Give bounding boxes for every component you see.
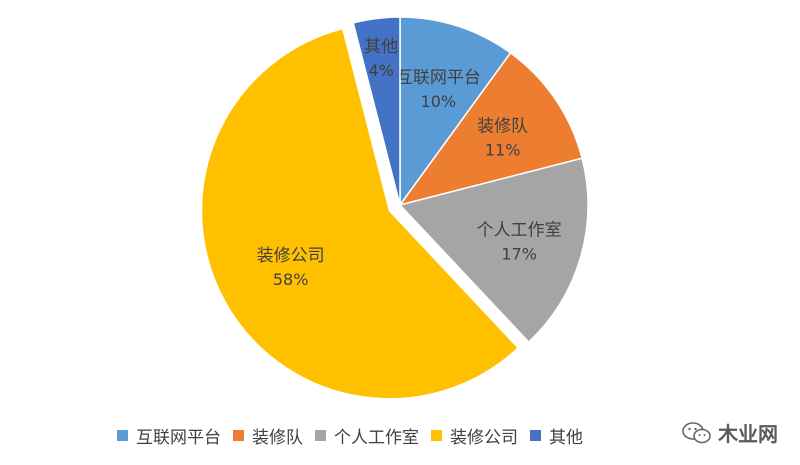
pie-slice-0 [399, 16, 512, 208]
slice-value-0: 10% [421, 92, 457, 111]
pie-slice-2 [398, 157, 589, 344]
slice-label-0: 互联网平台 [396, 68, 481, 88]
slice-label-3: 装修公司 [257, 246, 325, 266]
legend-label-4: 其他 [549, 427, 583, 448]
slice-value-4: 4% [368, 61, 393, 80]
pie-slice-1 [398, 51, 584, 207]
legend-label-0: 互联网平台 [136, 427, 221, 448]
pie-chart: 互联网平台 10% 装修队 11% 个人工作室 17% 装修公司 58% 其他 4% [200, 16, 589, 400]
slice-value-1: 11% [485, 140, 521, 159]
legend-item-1: 装修队 [233, 423, 303, 448]
slice-label-2: 个人工作室 [477, 221, 562, 241]
legend-swatch-1 [233, 429, 244, 441]
wechat-icon [682, 421, 711, 443]
pie-slice-3 [200, 27, 520, 400]
legend-swatch-2 [315, 429, 326, 441]
legend-label-2: 个人工作室 [334, 427, 419, 448]
legend-item-4: 其他 [530, 423, 583, 448]
legend-swatch-0 [117, 429, 128, 441]
legend-item-3: 装修公司 [431, 423, 518, 448]
watermark: 木业网 [682, 418, 778, 447]
pie-slice-4 [352, 16, 401, 206]
watermark-text: 木业网 [718, 422, 778, 446]
slice-label-1: 装修队 [477, 116, 528, 136]
slice-value-3: 58% [273, 270, 309, 289]
chart-legend: 互联网平台 装修队 个人工作室 装修公司 其他 [0, 420, 700, 450]
legend-swatch-3 [431, 429, 442, 441]
legend-item-2: 个人工作室 [315, 423, 419, 448]
slice-label-4: 其他 [364, 37, 398, 57]
legend-label-1: 装修队 [252, 427, 303, 448]
legend-label-3: 装修公司 [450, 427, 518, 448]
slice-value-2: 17% [501, 245, 537, 264]
legend-item-0: 互联网平台 [117, 423, 221, 448]
legend-swatch-4 [530, 429, 541, 441]
